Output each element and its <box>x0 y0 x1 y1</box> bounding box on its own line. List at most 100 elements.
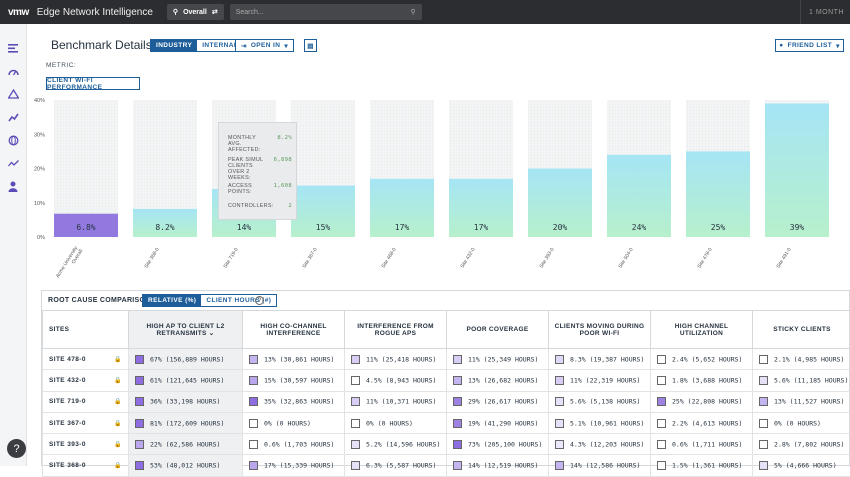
metric-value: 2.8% (7,802 HOURS) <box>774 440 844 448</box>
heat-swatch <box>135 355 144 364</box>
heat-swatch <box>759 355 768 364</box>
metric-cell: 11% (25,418 HOURS) <box>345 349 447 370</box>
metric-value: 4.5% (8,943 HOURS) <box>366 376 436 384</box>
metric-value: 5.6% (11,185 HOURS) <box>774 376 848 384</box>
tab-relative[interactable]: RELATIVE (%) <box>143 295 201 306</box>
metric-cell: 67% (156,889 HOURS) <box>129 349 243 370</box>
bar-value-label: 8.2% <box>155 223 174 232</box>
table-row[interactable]: SITE 478-0🔒67% (156,889 HOURS)13% (30,86… <box>43 349 850 370</box>
chevron-down-icon: ▾ <box>836 42 840 50</box>
metric-value: 29% (26,617 HOURS) <box>468 398 538 406</box>
metric-cell: 19% (41,290 HOURS) <box>447 412 549 433</box>
col-l2-retransmits[interactable]: HIGH AP TO CLIENT L2 RETRANSMITS ⌄ <box>129 311 243 349</box>
metric-cell: 13% (30,861 HOURS) <box>243 349 345 370</box>
metric-value: 13% (11,527 HOURS) <box>774 398 844 406</box>
col-co-channel[interactable]: HIGH CO-CHANNEL INTERFERENCE <box>243 311 345 349</box>
metric-cell: 35% (32,863 HOURS) <box>243 391 345 412</box>
time-range-selector[interactable]: 1 MONTH <box>800 0 844 24</box>
heat-swatch <box>657 355 666 364</box>
heat-swatch <box>453 376 462 385</box>
metric-cell: 0% (0 HOURS) <box>243 412 345 433</box>
x-category-label: Site 504-0 <box>618 247 635 270</box>
help-icon[interactable]: ? <box>7 439 26 458</box>
heat-swatch <box>351 440 360 449</box>
site-cell[interactable]: SITE 432-0 🔒 <box>43 370 129 391</box>
search-icon[interactable]: ⚲ <box>411 8 416 16</box>
metric-cell: 2.2% (4,613 HOURS) <box>651 412 753 433</box>
tooltip-label-access-points: ACCESS POINTS: <box>228 183 258 195</box>
tooltip-value-peak-clients: 6,898 <box>274 157 292 181</box>
table-row[interactable]: SITE 393-0🔒22% (62,586 HOURS)0.6% (1,703… <box>43 434 850 455</box>
list-icon[interactable] <box>7 42 19 54</box>
metric-value: 13% (26,682 HOURS) <box>468 376 538 384</box>
chevron-down-icon: ▾ <box>284 42 288 50</box>
col-sites[interactable]: SITES <box>43 311 129 349</box>
metric-cell: 73% (205,100 HOURS) <box>447 434 549 455</box>
table-row[interactable]: SITE 432-0 🔒 61% (121,645 HOURS)15% (30,59… <box>43 370 850 391</box>
y-tick-label: 10% <box>34 201 45 207</box>
table-header-row: SITES HIGH AP TO CLIENT L2 RETRANSMITS ⌄… <box>43 311 850 349</box>
metric-cell: 0% (0 HOURS) <box>345 412 447 433</box>
gauge-icon[interactable] <box>7 65 19 77</box>
root-cause-title: ROOT CAUSE COMPARISON <box>48 297 151 304</box>
tab-client-hours[interactable]: CLIENT HOURS (#) <box>201 295 276 306</box>
pdf-export-button[interactable]: ▤ <box>304 39 317 52</box>
metric-value: 0.6% (1,703 HOURS) <box>264 440 334 448</box>
col-channel-util[interactable]: HIGH CHANNEL UTILIZATION <box>651 311 753 349</box>
metric-value: 19% (41,290 HOURS) <box>468 419 538 427</box>
heat-swatch <box>657 440 666 449</box>
heat-swatch <box>759 419 768 428</box>
metric-selector[interactable]: CLIENT WI-FI PERFORMANCE <box>46 77 140 90</box>
table-row[interactable]: SITE 719-0🔒36% (33,198 HOURS)35% (32,863… <box>43 391 850 412</box>
metric-cell: 2.4% (5,652 HOURS) <box>651 349 753 370</box>
site-cell[interactable]: SITE 478-0🔒 <box>43 349 129 370</box>
metric-cell: 2.8% (7,802 HOURS) <box>753 434 850 455</box>
bar-value-label: 17% <box>395 223 410 232</box>
bar-value-label: 24% <box>632 223 647 232</box>
col-clients-moving[interactable]: CLIENTS MOVING DURING POOR WI-FI <box>549 311 651 349</box>
metric-value: 4.3% (12,203 HOURS) <box>570 440 644 448</box>
metric-cell: 5.2% (14,596 HOURS) <box>345 434 447 455</box>
tooltip-value-affected: 8.2% <box>277 135 292 153</box>
x-category-label: Acme UniversityOverall <box>55 245 85 282</box>
col-poor-coverage[interactable]: POOR COVERAGE <box>447 311 549 349</box>
site-cell[interactable]: SITE 393-0🔒 <box>43 434 129 455</box>
site-cell[interactable]: SITE 367-0🔒 <box>43 412 129 433</box>
friend-list-button[interactable]: ● FRIEND LIST ▾ <box>775 39 844 52</box>
heat-swatch <box>351 376 360 385</box>
search-input[interactable]: Search... ⚲ <box>230 4 422 20</box>
help-circle-icon[interactable]: ? <box>255 296 264 305</box>
bar[interactable] <box>765 103 829 237</box>
site-name: SITE 719-0 <box>49 398 86 405</box>
metric-value: 5.6% (5,138 HOURS) <box>570 398 640 406</box>
tooltip-value-controllers: 2 <box>288 203 292 209</box>
tab-industry[interactable]: INDUSTRY <box>151 40 197 51</box>
heat-swatch <box>351 397 360 406</box>
site-name: SITE 432-0 <box>49 377 86 384</box>
scope-selector[interactable]: ⚲ Overall ⇄ <box>167 4 224 20</box>
metric-value: 2.2% (4,613 HOURS) <box>672 419 742 427</box>
lock-icon: 🔒 <box>114 377 122 384</box>
heat-swatch <box>453 397 462 406</box>
heat-swatch <box>759 397 768 406</box>
y-tick-label: 20% <box>34 167 45 173</box>
metric-cell: 11% (10,371 HOURS) <box>345 391 447 412</box>
heat-swatch <box>555 376 564 385</box>
trend-icon[interactable] <box>7 157 19 169</box>
open-in-button[interactable]: ⇥ OPEN IN ▾ <box>235 39 294 52</box>
metric-cell: 61% (121,645 HOURS) <box>129 370 243 391</box>
site-cell[interactable]: SITE 719-0🔒 <box>43 391 129 412</box>
heat-swatch <box>759 376 768 385</box>
y-tick-label: 40% <box>34 98 45 104</box>
metric-cell: 81% (172,609 HOURS) <box>129 412 243 433</box>
table-row[interactable]: SITE 367-0🔒81% (172,609 HOURS)0% (0 HOUR… <box>43 412 850 433</box>
globe-icon[interactable] <box>7 134 19 146</box>
alert-icon[interactable] <box>7 88 19 100</box>
col-rogue-aps[interactable]: INTERFERENCE FROM ROGUE APS <box>345 311 447 349</box>
user-icon[interactable] <box>7 180 19 192</box>
metric-cell: 15% (30,597 HOURS) <box>243 370 345 391</box>
metric-value: 11% (22,319 HOURS) <box>570 376 640 384</box>
col-sticky-clients[interactable]: STICKY CLIENTS <box>753 311 850 349</box>
metric-value: 0% (0 HOURS) <box>774 419 821 427</box>
benchmark-icon[interactable] <box>7 111 19 123</box>
